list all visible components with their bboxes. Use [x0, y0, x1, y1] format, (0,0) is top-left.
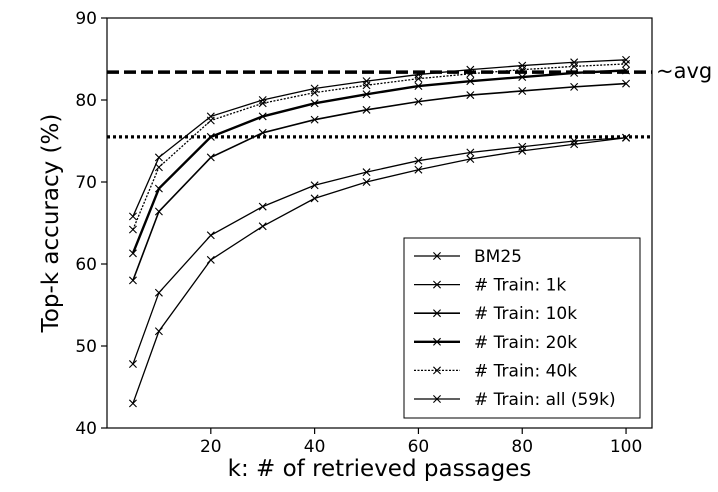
y-tick-label-90: 90: [75, 9, 97, 29]
data-point-marker: [362, 168, 371, 177]
data-point-marker: [362, 178, 371, 186]
legend-label-2: # Train: 10k: [474, 304, 577, 324]
y-tick-label-80: 80: [75, 91, 97, 111]
data-point-marker: [310, 115, 319, 124]
data-point-marker: [518, 61, 527, 70]
data-point-marker: [258, 128, 267, 137]
data-point-marker: [310, 194, 319, 203]
data-point-marker: [414, 97, 423, 106]
data-point-marker: [258, 202, 267, 211]
data-point-marker: [466, 65, 475, 74]
data-point-marker: [128, 225, 137, 234]
data-point-marker: [128, 249, 137, 258]
legend-label-1: # Train: 1k: [474, 276, 566, 296]
legend-marker-5: [433, 395, 441, 403]
data-point-marker: [206, 112, 215, 121]
series-layer: [128, 55, 631, 408]
data-point-marker: [154, 207, 163, 216]
data-point-marker: [362, 90, 371, 99]
series-3: [128, 66, 631, 258]
data-point-marker: [622, 133, 631, 142]
legend-marker-0: [433, 252, 441, 260]
data-point-marker: [206, 153, 215, 162]
data-point-marker: [154, 184, 163, 193]
legend-marker-2: [433, 309, 441, 318]
data-point-marker: [128, 399, 137, 408]
data-point-marker: [622, 59, 631, 68]
data-point-marker: [154, 163, 163, 172]
data-point-marker: [414, 165, 423, 174]
series-1: [128, 133, 631, 408]
x-tick-label-80: 80: [511, 437, 533, 457]
data-point-marker: [128, 360, 137, 369]
data-point-marker: [310, 99, 319, 108]
x-axis-ticks: 20 40 60 80 100: [200, 428, 642, 457]
reference-lines: [107, 70, 652, 139]
data-point-marker: [414, 70, 423, 79]
legend-label-3: # Train: 20k: [474, 333, 577, 353]
data-point-marker: [570, 68, 579, 77]
axes-border: [106, 17, 653, 429]
y-tick-label-70: 70: [75, 173, 97, 193]
data-point-marker: [206, 132, 215, 141]
data-point-marker: [258, 222, 267, 231]
data-point-marker: [362, 77, 371, 86]
data-point-marker: [258, 112, 267, 121]
data-point-marker: [154, 327, 163, 336]
data-point-marker: [466, 148, 475, 157]
series-5: [128, 55, 631, 221]
data-point-marker: [362, 105, 371, 114]
legend-marker-3: [433, 337, 441, 346]
legend: BM25 # Train: 1k # Train: 10k # Train: 20k #…: [403, 237, 641, 419]
data-point-marker: [466, 77, 475, 86]
y-tick-label-60: 60: [75, 255, 97, 275]
x-tick-label-100: 100: [610, 437, 642, 457]
data-point-marker: [622, 66, 631, 75]
series-2: [128, 79, 631, 285]
x-axis-title: k: # of retrieved passages: [228, 456, 532, 482]
data-point-marker: [414, 156, 423, 165]
legend-label-0: BM25: [474, 247, 522, 267]
avg-annotation: ~avg: [656, 59, 712, 83]
y-axis-title: Top-k accuracy (%): [38, 114, 64, 334]
data-point-marker: [154, 288, 163, 297]
data-point-marker: [466, 91, 475, 100]
data-point-marker: [622, 55, 631, 64]
data-point-marker: [206, 255, 215, 264]
data-point-marker: [258, 96, 267, 104]
legend-marker-4: [433, 366, 441, 375]
data-point-marker: [466, 155, 475, 164]
data-point-marker: [310, 84, 319, 93]
data-point-marker: [128, 276, 137, 285]
data-point-marker: [518, 73, 527, 82]
data-point-marker: [128, 212, 137, 221]
data-point-marker: [310, 181, 319, 190]
x-tick-label-20: 20: [200, 437, 222, 457]
data-point-marker: [570, 140, 579, 149]
data-point-marker: [518, 86, 527, 95]
axes-frame: [106, 17, 653, 429]
data-point-marker: [206, 231, 215, 240]
y-tick-label-50: 50: [75, 337, 97, 357]
y-tick-label-40: 40: [75, 419, 97, 439]
legend-label-4: # Train: 40k: [474, 361, 577, 381]
x-tick-label-60: 60: [408, 437, 430, 457]
x-tick-label-40: 40: [304, 437, 326, 457]
data-point-marker: [570, 58, 579, 67]
data-point-marker: [518, 146, 527, 155]
legend-box: [403, 237, 641, 419]
legend-marker-1: [433, 280, 441, 289]
data-point-marker: [622, 79, 631, 88]
data-point-marker: [570, 82, 579, 91]
data-point-marker: [414, 82, 423, 91]
legend-label-5: # Train: all (59k): [474, 390, 616, 410]
data-point-marker: [154, 153, 163, 162]
y-axis-ticks: 40 50 60 70 80 90: [75, 9, 107, 439]
